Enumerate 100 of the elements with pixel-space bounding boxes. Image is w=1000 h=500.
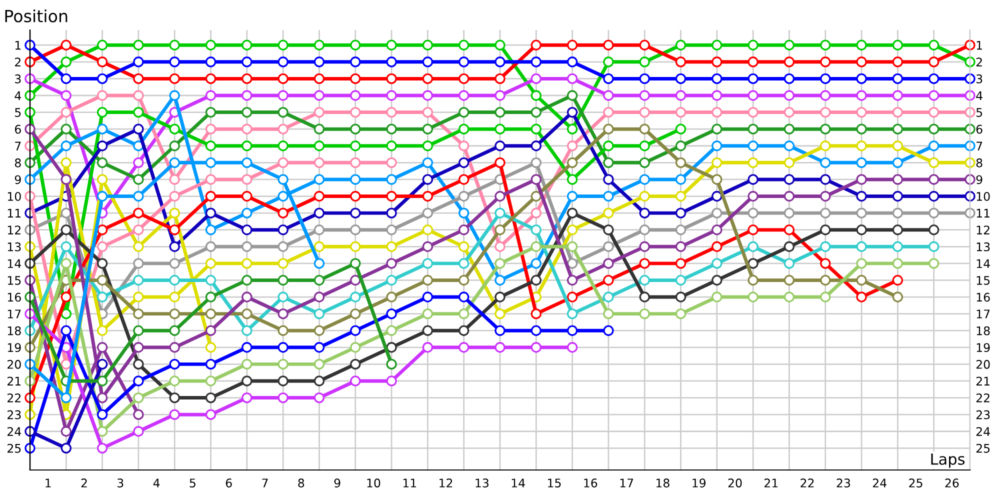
- point: [169, 190, 180, 202]
- point: [278, 190, 288, 202]
- point: [712, 106, 722, 118]
- point: [205, 358, 216, 370]
- point: [205, 140, 216, 152]
- point: [314, 376, 325, 386]
- y2-tick-label: 6: [976, 124, 982, 134]
- point: [205, 325, 216, 336]
- point: [422, 292, 434, 302]
- point: [60, 174, 72, 185]
- point: [314, 308, 325, 320]
- point: [24, 376, 36, 386]
- point: [530, 73, 542, 84]
- point: [748, 140, 758, 152]
- point: [96, 342, 108, 353]
- point: [712, 190, 722, 202]
- point: [314, 358, 325, 370]
- point: [350, 106, 361, 118]
- point: [133, 409, 144, 420]
- point: [242, 224, 252, 236]
- point: [820, 241, 831, 252]
- x-tick-label: 2: [81, 478, 87, 488]
- point: [856, 140, 867, 152]
- point: [748, 157, 758, 168]
- point: [205, 73, 216, 84]
- x-tick-label: 25: [909, 478, 922, 488]
- point: [603, 140, 614, 152]
- point: [566, 140, 578, 152]
- point: [494, 190, 506, 202]
- point: [242, 124, 252, 134]
- point: [458, 90, 470, 101]
- point: [422, 140, 434, 152]
- point: [530, 40, 542, 50]
- point: [242, 140, 252, 152]
- point: [422, 208, 434, 218]
- point: [96, 274, 108, 286]
- point: [639, 90, 650, 101]
- point: [639, 56, 650, 68]
- point: [96, 124, 108, 134]
- point: [24, 106, 36, 118]
- point: [169, 325, 180, 336]
- point: [133, 174, 144, 185]
- point: [205, 124, 216, 134]
- point: [24, 190, 36, 202]
- point: [205, 157, 216, 168]
- y2-tick-label: 24: [976, 427, 990, 436]
- point: [458, 342, 470, 353]
- point: [712, 174, 722, 185]
- point: [133, 208, 144, 218]
- point: [24, 174, 36, 185]
- point: [530, 56, 542, 68]
- point: [603, 258, 614, 269]
- point: [60, 392, 72, 404]
- point: [494, 56, 506, 68]
- point: [494, 325, 506, 336]
- point: [603, 308, 614, 320]
- point: [458, 73, 470, 84]
- point: [386, 325, 397, 336]
- point: [386, 208, 397, 218]
- point: [278, 258, 288, 269]
- point: [639, 224, 650, 236]
- point: [458, 274, 470, 286]
- point: [639, 241, 650, 252]
- point: [278, 174, 288, 185]
- point: [169, 342, 180, 353]
- point: [856, 90, 867, 101]
- point: [712, 224, 722, 236]
- point: [133, 358, 144, 370]
- point: [314, 342, 325, 353]
- point: [24, 258, 36, 269]
- point: [892, 174, 904, 185]
- point: [278, 140, 288, 152]
- y-tick-label: 7: [15, 142, 21, 150]
- point: [458, 241, 470, 252]
- point: [386, 157, 397, 168]
- point: [96, 358, 108, 370]
- point: [675, 174, 686, 185]
- point: [242, 174, 252, 185]
- point: [60, 426, 72, 437]
- point: [242, 342, 252, 353]
- point: [24, 292, 36, 302]
- point: [639, 174, 650, 185]
- point: [639, 208, 650, 218]
- point: [24, 56, 36, 68]
- point: [96, 140, 108, 152]
- point: [784, 258, 795, 269]
- point: [96, 426, 108, 437]
- point: [748, 292, 758, 302]
- point: [566, 157, 578, 168]
- point: [242, 292, 252, 302]
- point: [856, 157, 867, 168]
- point: [928, 90, 940, 101]
- point: [314, 190, 325, 202]
- point: [892, 90, 904, 101]
- point: [422, 258, 434, 269]
- point: [60, 73, 72, 84]
- point: [712, 157, 722, 168]
- x-tick-label: 18: [656, 478, 670, 488]
- y2-tick-label: 21: [976, 376, 990, 386]
- x-tick-label: 11: [403, 478, 416, 488]
